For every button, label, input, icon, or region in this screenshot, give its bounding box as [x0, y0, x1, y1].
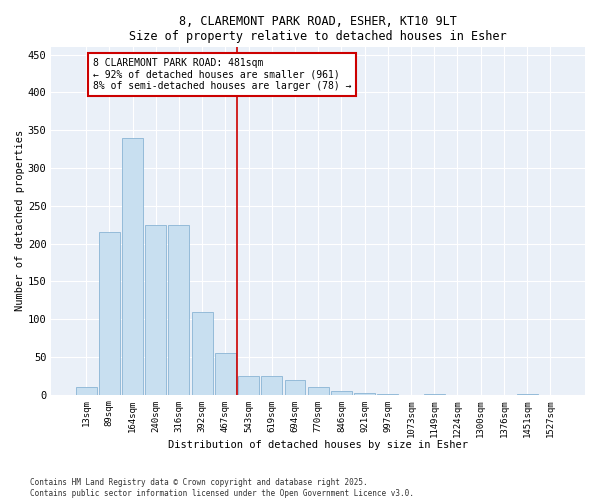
Bar: [284, 380, 305, 394]
Bar: [238, 376, 259, 394]
Bar: [308, 387, 329, 394]
Bar: [99, 232, 120, 394]
Bar: [215, 353, 236, 395]
X-axis label: Distribution of detached houses by size in Esher: Distribution of detached houses by size …: [168, 440, 468, 450]
Title: 8, CLAREMONT PARK ROAD, ESHER, KT10 9LT
Size of property relative to detached ho: 8, CLAREMONT PARK ROAD, ESHER, KT10 9LT …: [130, 15, 507, 43]
Bar: [122, 138, 143, 394]
Bar: [169, 224, 190, 394]
Text: 8 CLAREMONT PARK ROAD: 481sqm
← 92% of detached houses are smaller (961)
8% of s: 8 CLAREMONT PARK ROAD: 481sqm ← 92% of d…: [93, 58, 352, 92]
Text: Contains HM Land Registry data © Crown copyright and database right 2025.
Contai: Contains HM Land Registry data © Crown c…: [30, 478, 414, 498]
Bar: [191, 312, 212, 394]
Bar: [354, 393, 375, 394]
Bar: [76, 387, 97, 394]
Bar: [262, 376, 282, 394]
Y-axis label: Number of detached properties: Number of detached properties: [15, 130, 25, 312]
Bar: [331, 391, 352, 394]
Bar: [145, 224, 166, 394]
